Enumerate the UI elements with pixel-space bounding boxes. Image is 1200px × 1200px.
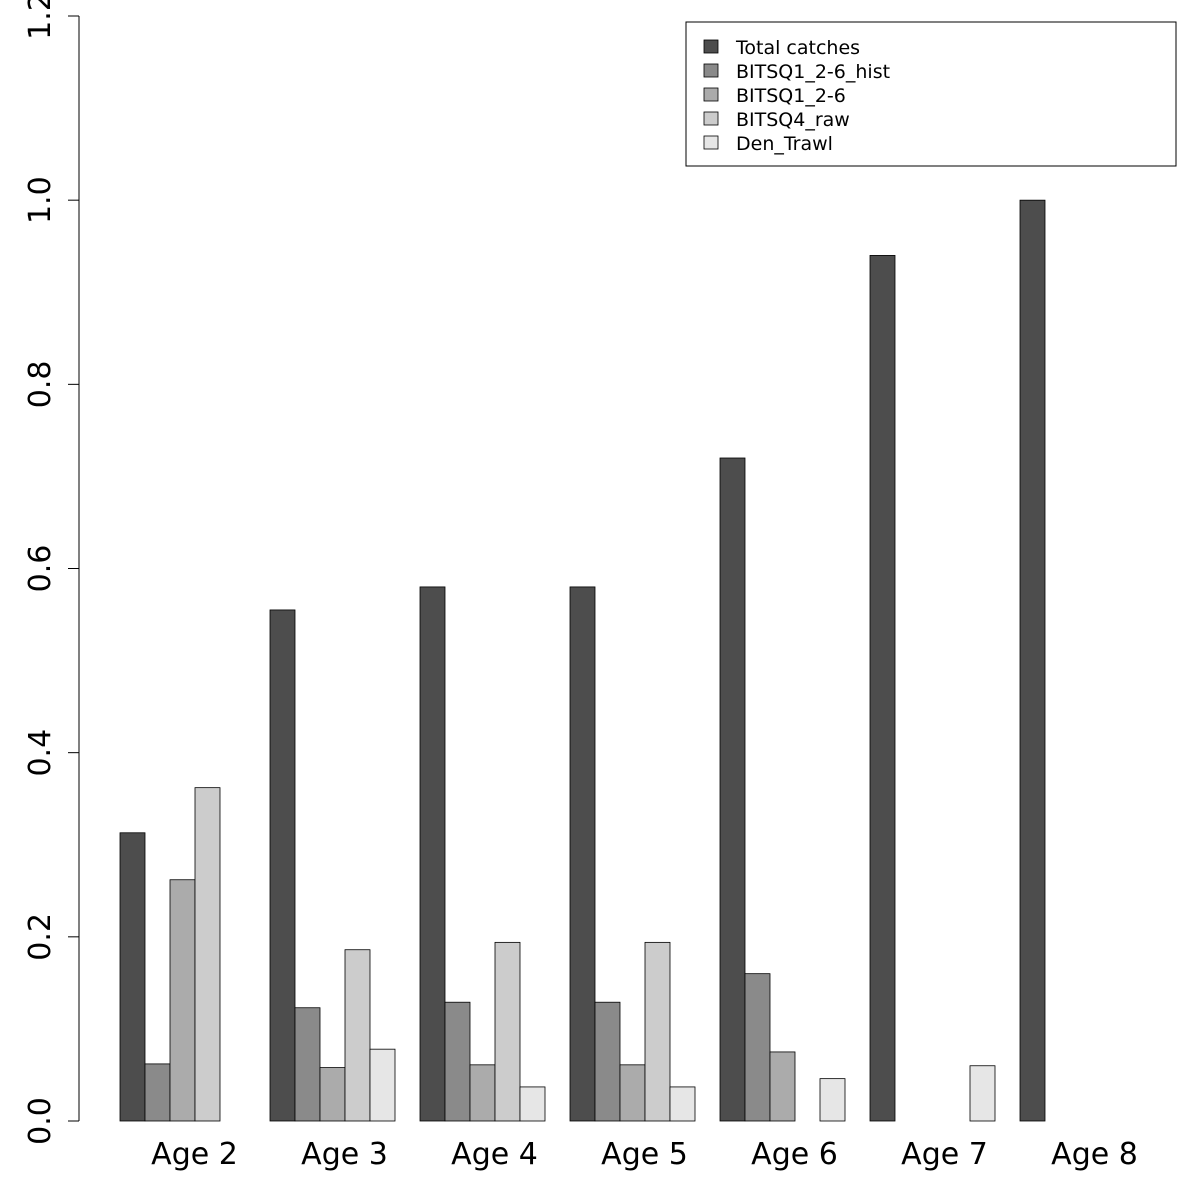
- bar-den-trawl-age-7: [969, 1065, 996, 1122]
- bar-bitsq1-2-6-hist-age-2: [144, 1063, 171, 1122]
- bar-total-catches-age-3: [269, 609, 296, 1122]
- bar-total-catches-age-5: [569, 586, 596, 1122]
- bar-bitsq1-2-6-hist-age-4: [444, 1001, 471, 1122]
- bar-total-catches-age-8: [1019, 199, 1046, 1122]
- y-tick-label: 0.6: [23, 545, 58, 593]
- legend-swatch: [703, 63, 719, 78]
- y-tick-label: 0.4: [23, 729, 58, 777]
- bar-bitsq1-2-6-hist-age-5: [594, 1001, 621, 1122]
- y-tick-label: 1.2: [23, 0, 58, 40]
- bar-bitsq1-2-6-age-3: [319, 1067, 346, 1122]
- bars: [119, 199, 1046, 1122]
- legend-swatch: [703, 111, 719, 126]
- x-category-label: Age 5: [601, 1137, 688, 1172]
- x-axis: Age 2 Age 3 Age 4 Age 5 Age 6 Age 7 Age 8: [151, 1137, 1138, 1172]
- x-category-label: Age 4: [451, 1137, 538, 1172]
- legend-label: BITSQ1_2-6: [736, 85, 846, 107]
- bar-bitsq4-raw-age-5: [644, 941, 671, 1122]
- y-tick-label: 0.8: [23, 360, 58, 408]
- bar-den-trawl-age-3: [369, 1048, 396, 1122]
- bar-bitsq1-2-6-hist-age-3: [294, 1007, 321, 1122]
- y-tick-label: 0.2: [23, 913, 58, 961]
- bar-den-trawl-age-4: [519, 1086, 546, 1122]
- x-category-label: Age 2: [151, 1137, 238, 1172]
- bar-bitsq4-raw-age-4: [494, 941, 521, 1122]
- y-tick-label: 0.0: [23, 1097, 58, 1145]
- bar-bitsq4-raw-age-3: [344, 949, 371, 1122]
- bar-den-trawl-age-6: [819, 1078, 846, 1122]
- x-category-label: Age 3: [301, 1137, 388, 1172]
- y-tick-label: 1.0: [23, 176, 58, 224]
- bar-total-catches-age-4: [419, 586, 446, 1122]
- bar-bitsq1-2-6-age-4: [469, 1064, 496, 1122]
- x-category-label: Age 7: [901, 1137, 988, 1172]
- bar-total-catches-age-6: [719, 457, 746, 1122]
- bar-bitsq4-raw-age-2: [194, 787, 221, 1122]
- legend-label: BITSQ4_raw: [736, 109, 850, 131]
- legend-swatch: [703, 39, 719, 54]
- bar-bitsq1-2-6-age-2: [169, 879, 196, 1122]
- legend-label: Total catches: [735, 37, 860, 59]
- legend-label: Den_Trawl: [736, 133, 833, 155]
- y-axis: 0.0 0.2 0.4 0.6 0.8 1.0 1.2: [23, 0, 80, 1145]
- bar-total-catches-age-2: [119, 832, 146, 1122]
- legend: Total catchesBITSQ1_2-6_histBITSQ1_2-6BI…: [685, 21, 1177, 167]
- bar-total-catches-age-7: [869, 255, 896, 1122]
- legend-box: [685, 21, 1177, 167]
- x-category-label: Age 8: [1051, 1137, 1138, 1172]
- legend-swatch: [703, 135, 719, 150]
- x-category-label: Age 6: [751, 1137, 838, 1172]
- bar-bitsq1-2-6-hist-age-6: [744, 973, 771, 1122]
- bar-bitsq1-2-6-age-5: [619, 1064, 646, 1122]
- bar-den-trawl-age-5: [669, 1086, 696, 1122]
- legend-label: BITSQ1_2-6_hist: [736, 61, 890, 83]
- legend-swatch: [703, 87, 719, 102]
- bar-bitsq1-2-6-age-6: [769, 1051, 796, 1122]
